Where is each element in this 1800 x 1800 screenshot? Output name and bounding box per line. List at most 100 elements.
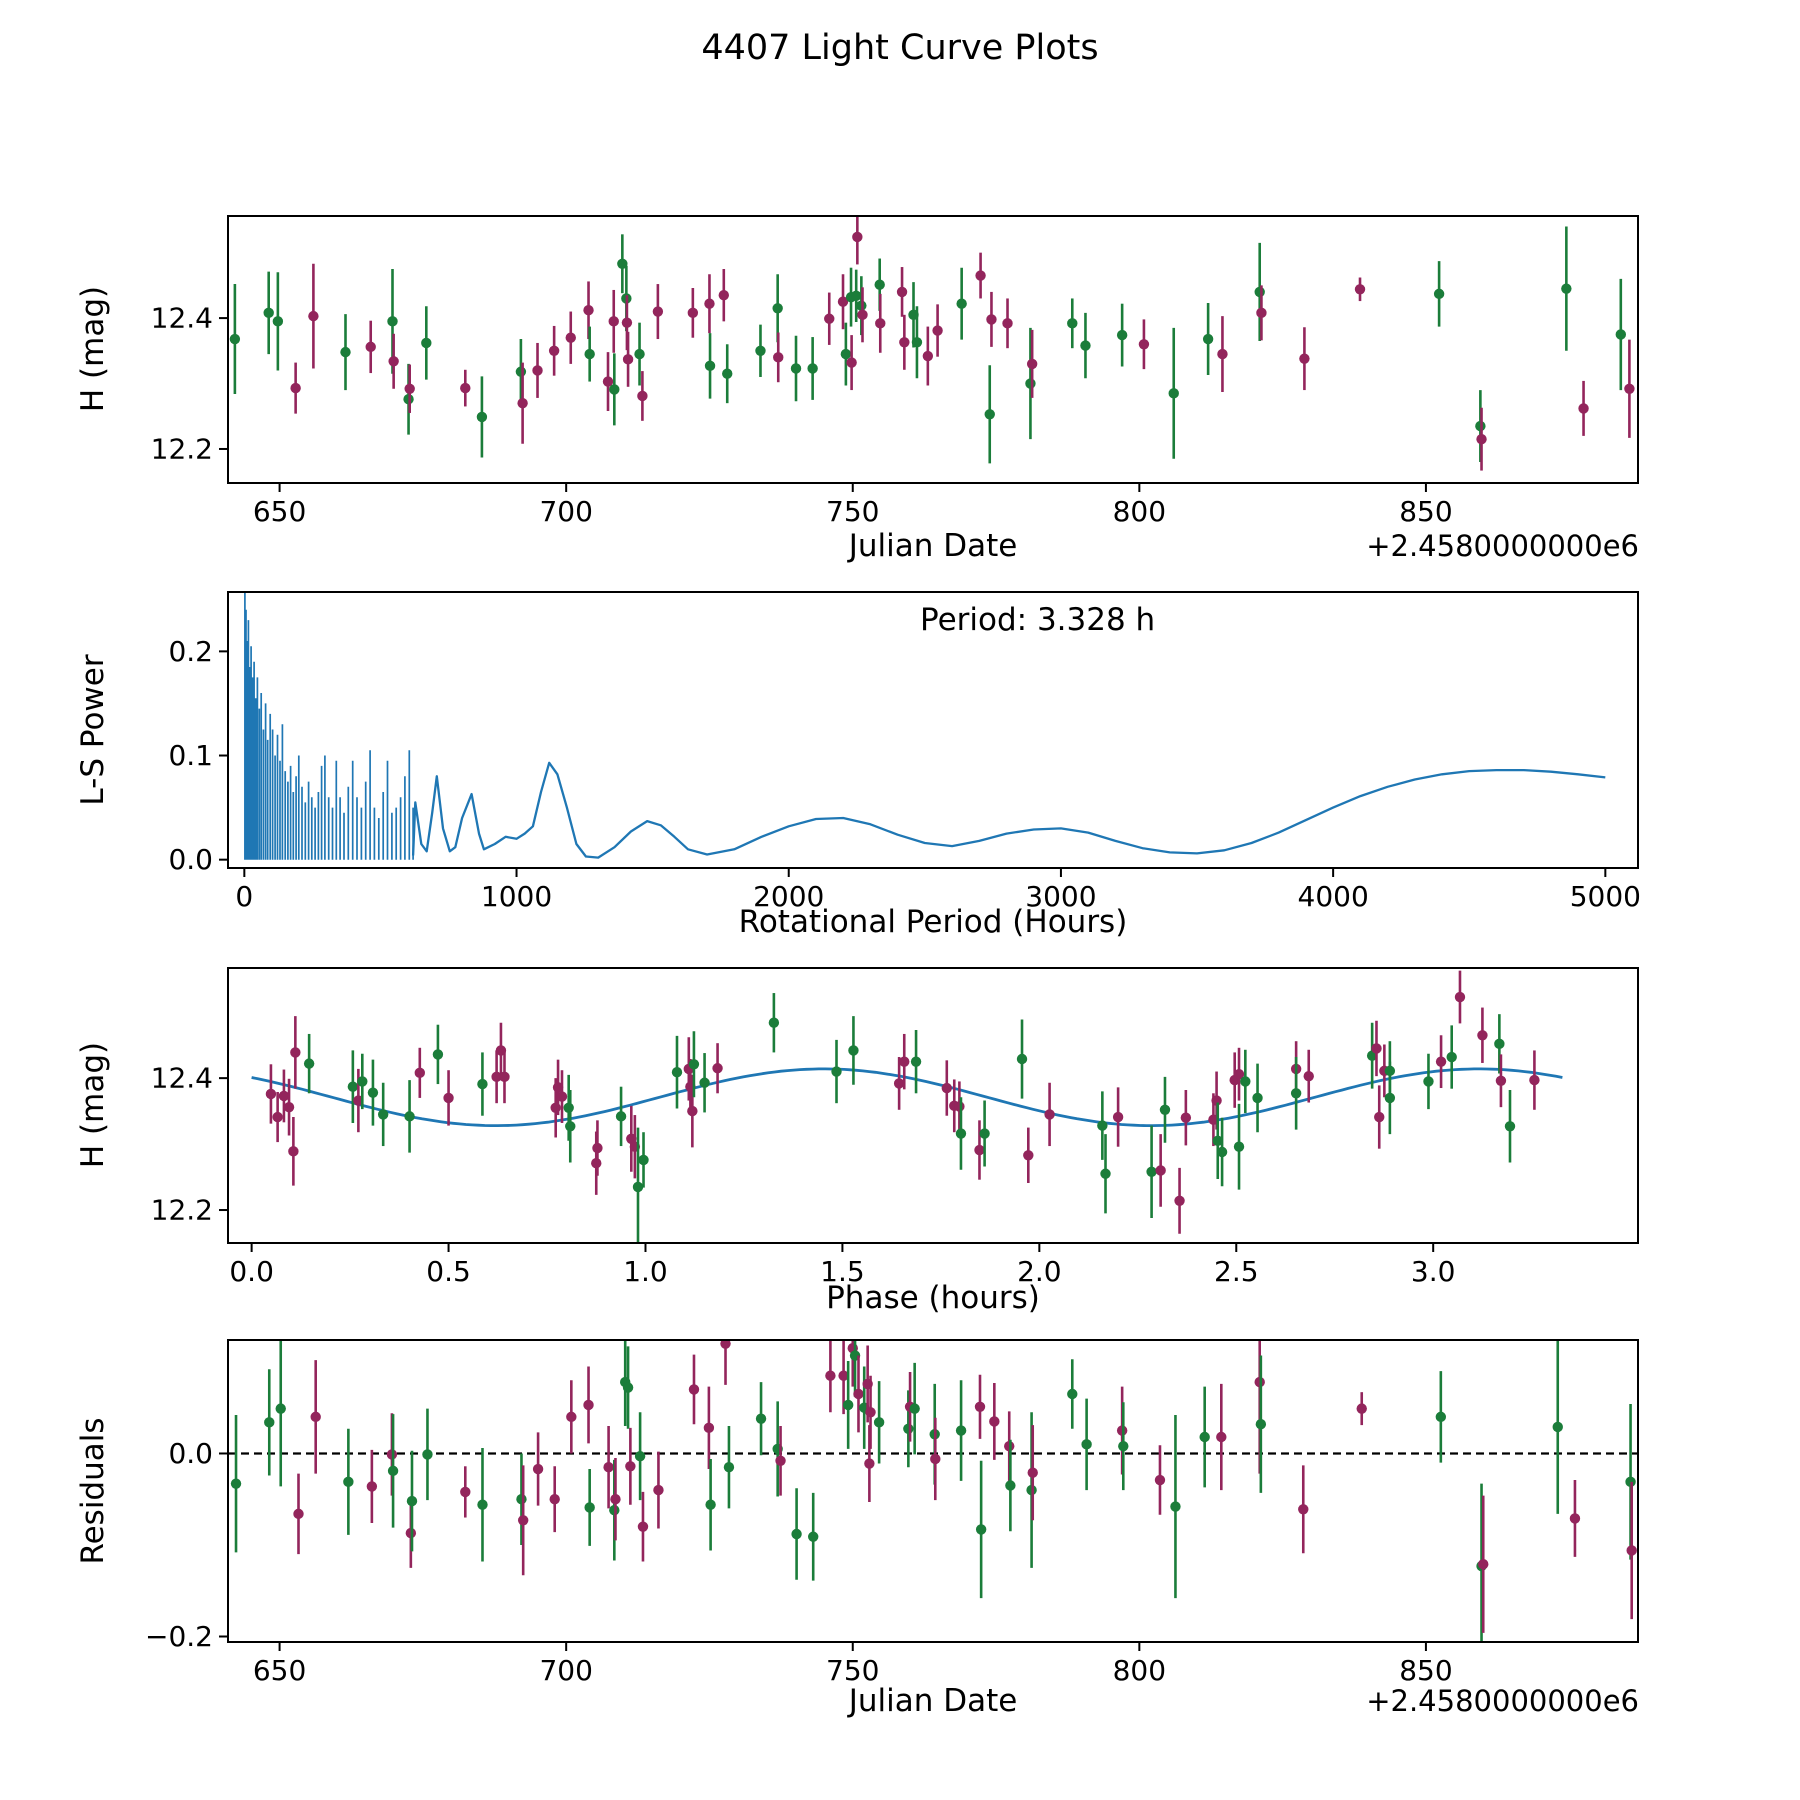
data-point bbox=[755, 345, 766, 357]
data-point bbox=[584, 1502, 595, 1513]
data-point bbox=[1371, 1043, 1382, 1054]
periodogram-ylabel: L-S Power bbox=[75, 654, 111, 805]
data-point bbox=[1159, 1104, 1171, 1115]
data-point bbox=[387, 316, 398, 327]
figure-title: 4407 Light Curve Plots bbox=[701, 28, 1099, 68]
data-point bbox=[1116, 329, 1128, 341]
data-point bbox=[772, 303, 783, 314]
data-point bbox=[1552, 1421, 1563, 1433]
data-point bbox=[293, 1508, 304, 1520]
x-tick-label: 1.0 bbox=[623, 1255, 668, 1288]
data-point bbox=[1454, 991, 1466, 1003]
data-point bbox=[941, 1082, 952, 1094]
x-tick-label: 750 bbox=[826, 1654, 879, 1687]
residuals-axes-frame bbox=[227, 1339, 1639, 1643]
data-point bbox=[652, 306, 664, 317]
data-point bbox=[755, 1413, 767, 1424]
data-point bbox=[637, 1521, 649, 1532]
data-point bbox=[1495, 1075, 1507, 1086]
data-point bbox=[723, 1462, 735, 1473]
x-tick-label: 2.0 bbox=[1017, 1255, 1062, 1288]
data-point bbox=[340, 346, 351, 358]
x-tick-label: 800 bbox=[1113, 495, 1166, 528]
data-point bbox=[366, 1481, 378, 1492]
phased-points-layer bbox=[251, 970, 1563, 1243]
data-point bbox=[343, 1476, 354, 1488]
data-point bbox=[460, 1486, 471, 1498]
data-point bbox=[688, 1384, 700, 1395]
data-point bbox=[1100, 1168, 1111, 1179]
data-point bbox=[984, 409, 995, 420]
data-point bbox=[283, 1101, 295, 1113]
y-tick-label: 0.0 bbox=[168, 843, 213, 876]
data-point bbox=[837, 296, 849, 307]
data-point bbox=[1615, 329, 1627, 340]
data-point bbox=[432, 1049, 444, 1060]
data-point bbox=[290, 382, 301, 394]
data-point bbox=[790, 363, 802, 374]
phased-xlabel: Phase (hours) bbox=[826, 1280, 1040, 1316]
data-point bbox=[824, 313, 835, 324]
data-point bbox=[1578, 403, 1589, 414]
data-point bbox=[634, 348, 645, 360]
data-point bbox=[955, 1128, 967, 1139]
data-point bbox=[703, 1422, 715, 1434]
data-point bbox=[1233, 1068, 1245, 1080]
data-point bbox=[1233, 1141, 1245, 1152]
y-tick-label: −0.2 bbox=[145, 1620, 213, 1653]
data-point bbox=[625, 1461, 636, 1472]
data-point bbox=[1155, 1165, 1166, 1176]
data-point bbox=[1023, 1150, 1034, 1161]
data-point bbox=[1435, 1411, 1447, 1423]
data-point bbox=[272, 1111, 283, 1123]
data-point bbox=[699, 1077, 710, 1088]
data-point bbox=[308, 310, 319, 322]
y-tick-label: 12.4 bbox=[151, 1062, 213, 1095]
y-tick-label: 0.1 bbox=[168, 739, 213, 772]
data-point bbox=[1081, 1439, 1092, 1450]
x-tick-label: 650 bbox=[253, 495, 306, 528]
x-tick-label: 750 bbox=[826, 495, 879, 528]
phased-axes-frame bbox=[227, 967, 1639, 1244]
data-point bbox=[1626, 1545, 1637, 1556]
data-point bbox=[622, 1382, 634, 1393]
data-point bbox=[1170, 1501, 1181, 1512]
data-point bbox=[1254, 286, 1265, 298]
data-point bbox=[353, 1095, 364, 1106]
x-tick-label: 3000 bbox=[1025, 880, 1096, 913]
periodogram-spikes bbox=[244, 593, 414, 860]
data-point bbox=[1146, 1166, 1157, 1177]
data-point bbox=[909, 1403, 920, 1414]
data-point bbox=[1202, 333, 1214, 345]
data-point bbox=[565, 1121, 576, 1132]
data-point bbox=[850, 290, 862, 302]
data-point bbox=[608, 316, 619, 327]
data-point bbox=[955, 1425, 967, 1436]
data-point bbox=[278, 1090, 290, 1102]
data-point bbox=[842, 1399, 854, 1411]
data-point bbox=[556, 1091, 568, 1102]
data-point bbox=[1435, 1056, 1447, 1067]
data-point bbox=[807, 363, 818, 374]
data-point bbox=[404, 383, 415, 394]
data-point bbox=[387, 1465, 399, 1477]
data-point bbox=[517, 397, 528, 409]
data-point bbox=[1561, 283, 1572, 294]
data-point bbox=[932, 325, 943, 336]
data-point bbox=[1044, 1109, 1055, 1120]
data-point bbox=[1005, 1480, 1016, 1491]
data-point bbox=[954, 1101, 965, 1112]
data-point bbox=[229, 333, 241, 345]
light-curve-ticks: 650 700 750 800 850 12.2 12.4 bbox=[151, 302, 1453, 528]
data-point bbox=[831, 1066, 842, 1077]
data-point bbox=[622, 354, 634, 365]
data-point bbox=[768, 1017, 780, 1028]
data-point bbox=[583, 1399, 594, 1411]
data-point bbox=[688, 1059, 700, 1070]
data-point bbox=[310, 1411, 321, 1423]
data-point bbox=[584, 348, 595, 360]
data-point bbox=[1118, 1440, 1129, 1452]
data-point bbox=[347, 1081, 359, 1092]
data-point bbox=[264, 1417, 275, 1428]
x-tick-label: 2000 bbox=[753, 880, 824, 913]
